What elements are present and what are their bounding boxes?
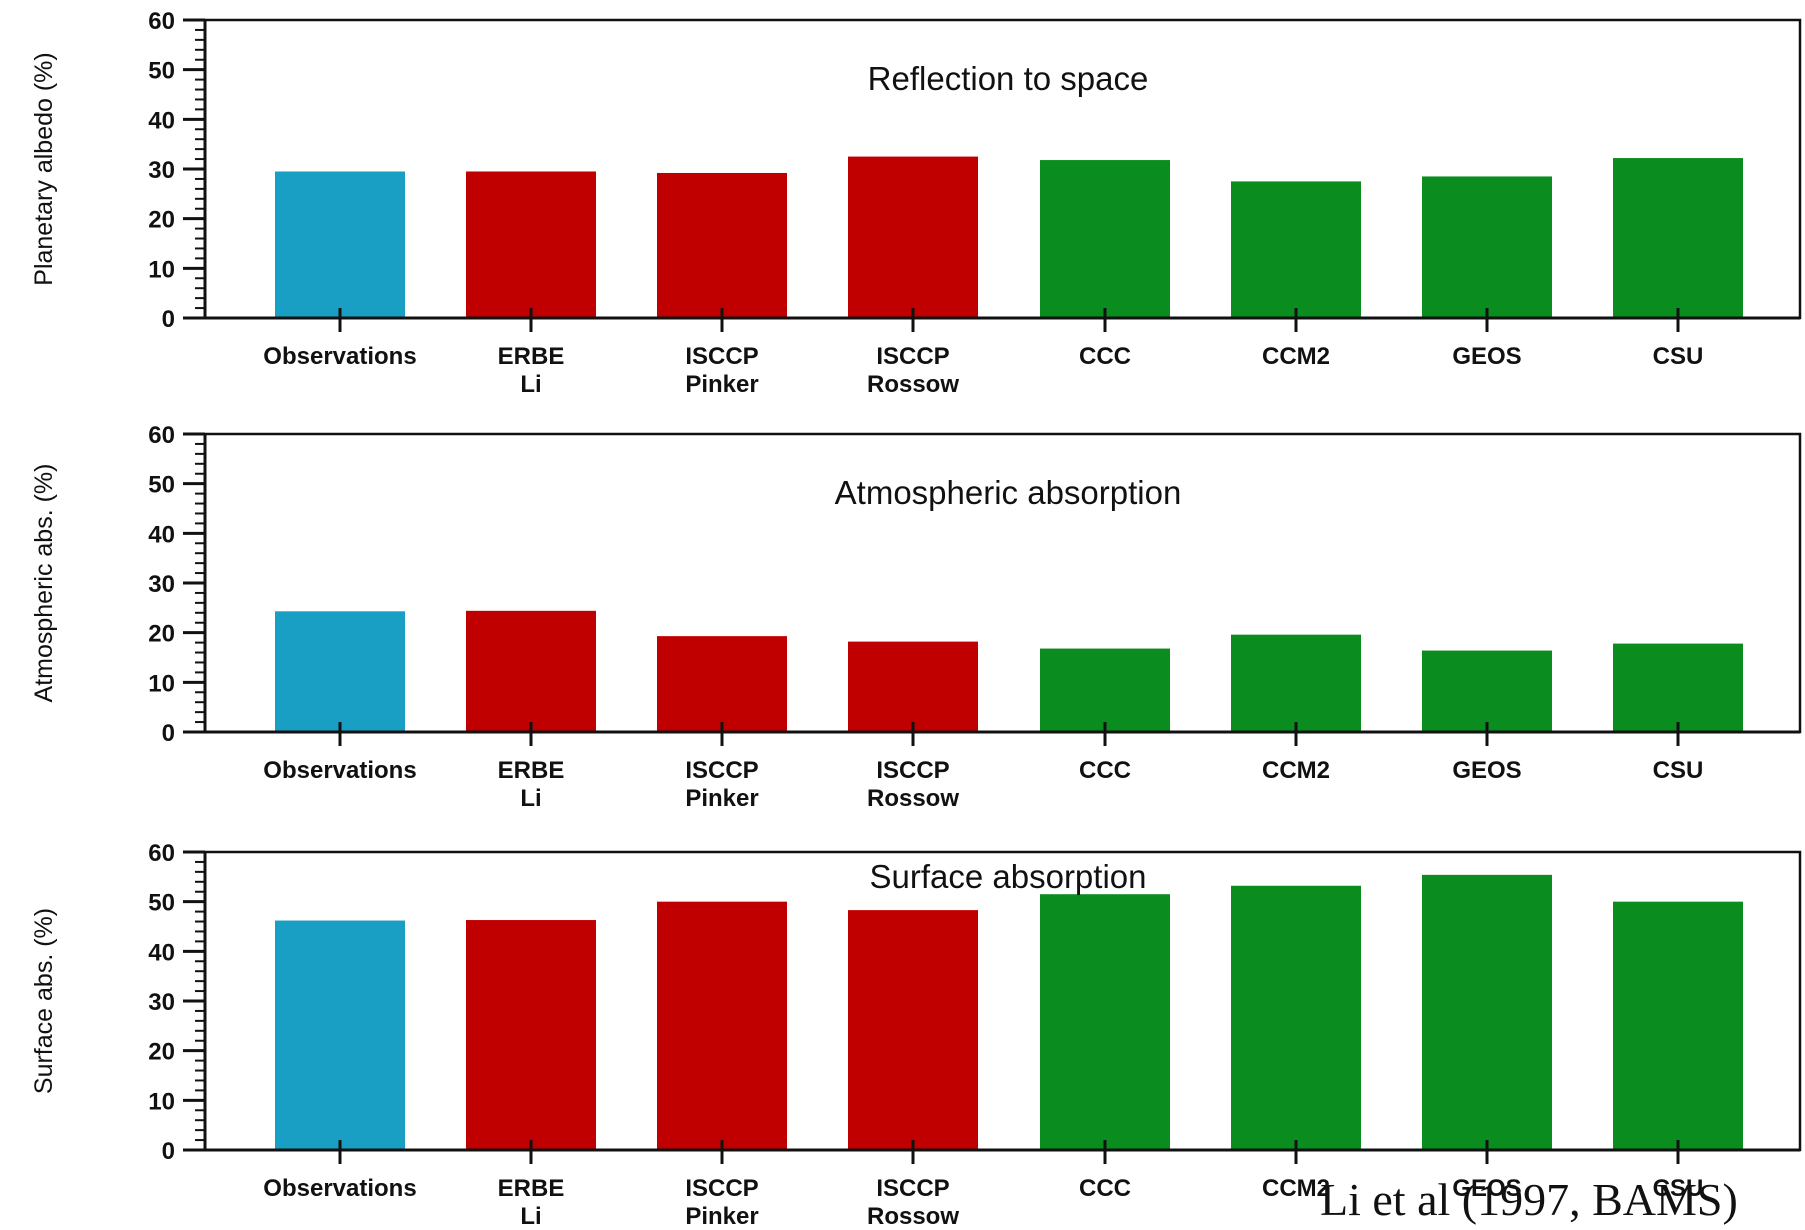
bar-6	[1231, 634, 1361, 732]
plot-frame	[203, 850, 1802, 1152]
x-tick-label: ERBE	[498, 757, 565, 784]
bar-4	[848, 156, 978, 318]
y-tick-label: 20	[148, 1039, 175, 1066]
bar-7	[1422, 874, 1552, 1150]
x-tick-label: Pinker	[685, 785, 758, 812]
bar-7	[1422, 176, 1552, 318]
citation: Li et al (1997, BAMS)	[1320, 1174, 1738, 1225]
x-tick-label: CCM2	[1262, 343, 1330, 370]
x-tick-label: CCC	[1079, 757, 1131, 784]
y-tick-label: 40	[148, 521, 175, 548]
x-tick-label: ERBE	[498, 1175, 565, 1202]
x-tick-label: CSU	[1653, 343, 1704, 370]
x-tick-label: Li	[520, 371, 541, 398]
bar-1	[275, 920, 405, 1150]
x-tick-label: GEOS	[1452, 343, 1521, 370]
bar-2	[466, 610, 596, 732]
x-tick-label: ISCCP	[876, 1175, 949, 1202]
y-tick-label: 0	[162, 720, 175, 747]
x-tick-label: GEOS	[1452, 1175, 1521, 1202]
x-tick-label: Li	[520, 1203, 541, 1230]
y-tick-label: 0	[162, 1138, 175, 1165]
bar-4	[848, 641, 978, 732]
x-tick-label: Li	[520, 785, 541, 812]
y-axis-label: Surface abs. (%)	[30, 908, 58, 1094]
y-tick-label: 40	[148, 107, 175, 134]
y-tick-label: 10	[148, 256, 175, 283]
x-tick-label: Rossow	[867, 1203, 959, 1230]
y-tick-label: 30	[148, 157, 175, 184]
x-tick-label: CCM2	[1262, 1175, 1330, 1202]
y-axis-label: Planetary albedo (%)	[30, 52, 58, 285]
y-tick-label: 30	[148, 571, 175, 598]
bar-4	[848, 910, 978, 1150]
x-tick-label: ERBE	[498, 343, 565, 370]
x-tick-label: ISCCP	[876, 757, 949, 784]
x-tick-label: CCM2	[1262, 757, 1330, 784]
y-tick-label: 20	[148, 207, 175, 234]
y-tick-label: 50	[148, 58, 175, 85]
bar-3	[657, 172, 787, 318]
x-tick-label: CSU	[1653, 757, 1704, 784]
bar-1	[275, 611, 405, 732]
bar-6	[1231, 885, 1361, 1150]
y-tick-label: 60	[148, 422, 175, 449]
bar-6	[1231, 181, 1361, 318]
bar-2	[466, 171, 596, 318]
bar-1	[275, 171, 405, 318]
y-tick-label: 50	[148, 890, 175, 917]
x-tick-label: ISCCP	[876, 343, 949, 370]
panel-title: Reflection to space	[868, 60, 1149, 97]
y-tick-label: 10	[148, 1088, 175, 1115]
bar-2	[466, 920, 596, 1150]
bar-5	[1040, 894, 1170, 1150]
y-tick-label: 30	[148, 989, 175, 1016]
bar-7	[1422, 650, 1552, 732]
y-axis-label: Atmospheric abs. (%)	[30, 464, 58, 703]
bar-5	[1040, 648, 1170, 732]
x-tick-label: ISCCP	[685, 757, 758, 784]
y-tick-label: 50	[148, 472, 175, 499]
x-tick-label: CCC	[1079, 1175, 1131, 1202]
bar-8	[1613, 901, 1743, 1150]
panel-title: Atmospheric absorption	[835, 474, 1182, 511]
x-tick-label: CCC	[1079, 343, 1131, 370]
panel-title: Surface absorption	[869, 858, 1146, 895]
x-tick-label: ISCCP	[685, 343, 758, 370]
bar-3	[657, 636, 787, 732]
y-tick-label: 40	[148, 939, 175, 966]
bar-8	[1613, 158, 1743, 318]
x-tick-label: ISCCP	[685, 1175, 758, 1202]
x-tick-label: Pinker	[685, 1203, 758, 1230]
x-tick-label: Observations	[263, 757, 416, 784]
x-tick-label: Observations	[263, 343, 416, 370]
x-tick-label: Rossow	[867, 371, 959, 398]
y-tick-label: 0	[162, 306, 175, 333]
bar-8	[1613, 643, 1743, 732]
x-tick-label: CSU	[1653, 1175, 1704, 1202]
y-tick-label: 10	[148, 670, 175, 697]
y-tick-label: 60	[148, 840, 175, 867]
y-tick-label: 60	[148, 8, 175, 35]
x-tick-label: Observations	[263, 1175, 416, 1202]
y-tick-label: 20	[148, 621, 175, 648]
bar-3	[657, 901, 787, 1150]
x-tick-label: GEOS	[1452, 757, 1521, 784]
x-tick-label: Rossow	[867, 785, 959, 812]
x-tick-label: Pinker	[685, 371, 758, 398]
bar-5	[1040, 160, 1170, 318]
